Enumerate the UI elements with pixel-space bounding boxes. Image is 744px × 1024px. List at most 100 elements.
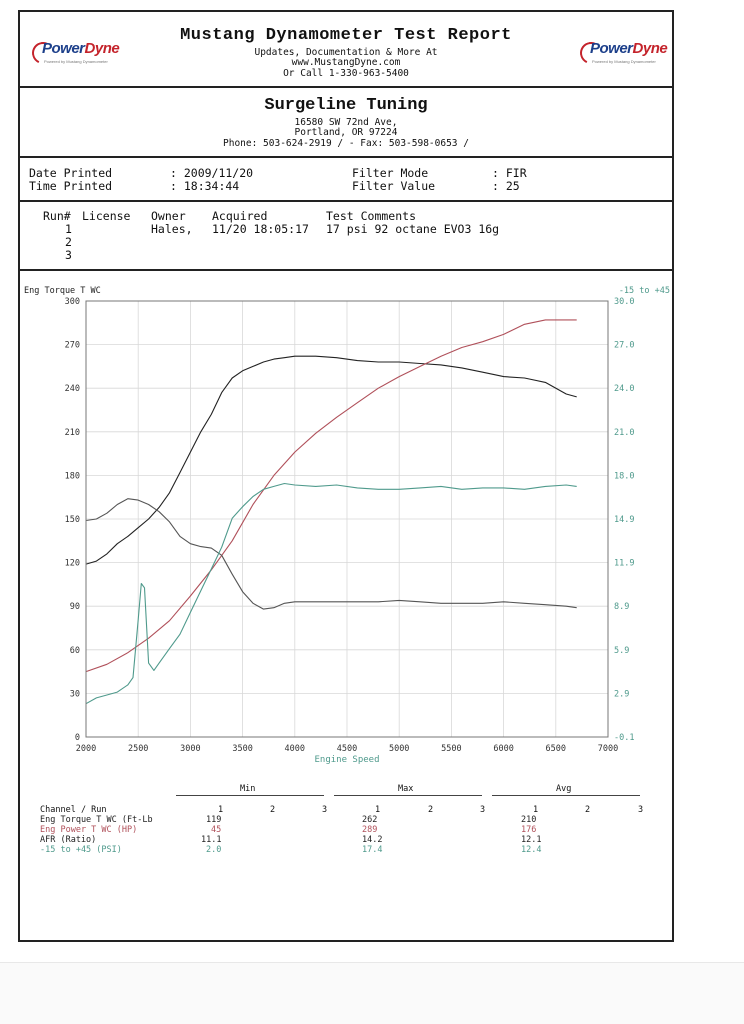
divider	[18, 86, 674, 88]
time-value: : 18:34:44	[170, 179, 240, 193]
powerdyne-logo-right: PowerDyne Powered by Mustang Dynamometer	[576, 38, 670, 68]
divider	[18, 269, 674, 271]
summary-run-2: 2	[585, 805, 591, 815]
summary-run-1: 1	[533, 805, 539, 815]
run-owner: Hales,	[151, 222, 193, 236]
shop-phone: Phone: 503-624-2919 / - Fax: 503-598-065…	[223, 138, 469, 149]
summary-rule	[176, 795, 324, 796]
summary-row-label: -15 to +45 (PSI)	[40, 845, 122, 855]
x-tick-label: 2500	[128, 744, 148, 754]
time-label: Time Printed	[29, 179, 113, 193]
summary-row-max: 289	[362, 825, 378, 835]
summary-header-label: Channel / Run	[40, 805, 107, 815]
y-tick-label-right: -0.1	[614, 733, 634, 743]
y-tick-label-right: 30.0	[614, 297, 634, 307]
x-tick-label: 2000	[76, 744, 96, 754]
powerdyne-logo-left: PowerDyne Powered by Mustang Dynamometer	[28, 38, 122, 68]
runs-header-acquired: Acquired	[212, 209, 268, 223]
series-line	[85, 319, 577, 673]
x-tick-label: 3500	[232, 744, 252, 754]
summary-group-max: Max	[398, 784, 414, 794]
summary-row-max: 14.2	[362, 835, 383, 845]
plot-frame	[85, 300, 609, 738]
x-tick-label: 5500	[441, 744, 461, 754]
filter-mode-value: : FIR	[492, 166, 527, 180]
chart-series	[85, 319, 577, 705]
summary-run-1: 1	[375, 805, 381, 815]
shop-name: Surgeline Tuning	[264, 96, 428, 115]
date-value: : 2009/11/20	[170, 166, 254, 180]
y-tick-label-right: 27.0	[614, 341, 634, 351]
divider	[18, 156, 674, 158]
x-tick-label: 3000	[180, 744, 200, 754]
filter-value-value: : 25	[492, 179, 520, 193]
y-tick-label-left: 180	[65, 471, 80, 481]
summary-run-2: 2	[270, 805, 276, 815]
series-line	[85, 482, 577, 705]
x-tick-label: 6500	[546, 744, 566, 754]
logo-word-a: Power	[42, 40, 85, 57]
logo-word-b: Dyne	[84, 40, 120, 57]
chart-ticks: 0 30 60 90 120 150 180 210 240 270 300 -0.1 2.9 5.9 8.…	[65, 297, 635, 754]
logo-tagline: Powered by Mustang Dynamometer	[44, 59, 108, 64]
x-tick-label: 4500	[337, 744, 357, 754]
summary-run-2: 2	[428, 805, 434, 815]
left-axis-label: Eng Torque T WC	[24, 286, 101, 296]
series-line	[85, 355, 577, 565]
runs-header-owner: Owner	[151, 209, 186, 223]
header-line-1: Updates, Documentation & More At	[254, 47, 438, 58]
report-title: Mustang Dynamometer Test Report	[180, 26, 512, 45]
run-number: 2	[65, 235, 72, 249]
y-tick-label-right: 24.0	[614, 384, 634, 394]
y-tick-label-right: 18.0	[614, 471, 634, 481]
x-tick-label: 5000	[389, 744, 409, 754]
y-tick-label-left: 120	[65, 559, 80, 569]
logo-word-a: Power	[590, 40, 633, 57]
summary-row-avg: 12.4	[521, 845, 542, 855]
scan-margin	[0, 962, 744, 1024]
y-tick-label-left: 300	[65, 297, 80, 307]
summary-group-avg: Avg	[556, 784, 572, 794]
summary-row-label: Eng Power T WC (HP)	[40, 825, 138, 835]
y-tick-label-right: 14.9	[614, 515, 634, 525]
y-tick-label-right: 21.0	[614, 428, 634, 438]
summary-row-label: AFR (Ratio)	[40, 835, 97, 845]
summary-row-label: Eng Torque T WC (Ft-Lb	[40, 815, 153, 825]
y-tick-label-left: 210	[65, 428, 80, 438]
y-tick-label-left: 150	[65, 515, 80, 525]
y-tick-label-left: 60	[70, 646, 80, 656]
header-website: www.MustangDyne.com	[291, 57, 401, 68]
y-tick-label-right: 11.9	[614, 559, 634, 569]
shop-address-1: 16580 SW 72nd Ave,	[294, 117, 398, 128]
x-tick-label: 6000	[493, 744, 513, 754]
date-label: Date Printed	[29, 166, 113, 180]
summary-run-3: 3	[480, 805, 486, 815]
filter-mode-label: Filter Mode	[352, 166, 429, 180]
runs-header-run: Run#	[43, 209, 71, 223]
header-phone: Or Call 1-330-963-5400	[283, 68, 409, 79]
filter-value-label: Filter Value	[352, 179, 436, 193]
run-acquired: 11/20 18:05:17	[212, 222, 309, 236]
summary-run-1: 1	[218, 805, 224, 815]
y-tick-label-left: 0	[75, 733, 80, 743]
chart-grid	[85, 300, 609, 738]
right-axis-label: -15 to +45	[619, 286, 670, 296]
summary-run-3: 3	[322, 805, 328, 815]
series-line	[85, 498, 577, 610]
shop-address-2: Portland, OR 97224	[294, 127, 398, 138]
summary-row-max: 262	[362, 815, 378, 825]
runs-header-comments: Test Comments	[326, 209, 417, 223]
summary-row-max: 17.4	[362, 845, 383, 855]
summary-rule	[492, 795, 640, 796]
summary-row-min: 45	[211, 825, 222, 835]
y-tick-label-left: 240	[65, 384, 80, 394]
y-tick-label-right: 2.9	[614, 689, 629, 699]
summary-row-avg: 12.1	[521, 835, 542, 845]
x-tick-label: 7000	[598, 744, 618, 754]
y-tick-label-left: 270	[65, 341, 80, 351]
report-frame	[18, 10, 674, 942]
run-number: 3	[65, 248, 72, 262]
y-tick-label-left: 30	[70, 689, 80, 699]
runs-header-license: License	[82, 209, 131, 223]
